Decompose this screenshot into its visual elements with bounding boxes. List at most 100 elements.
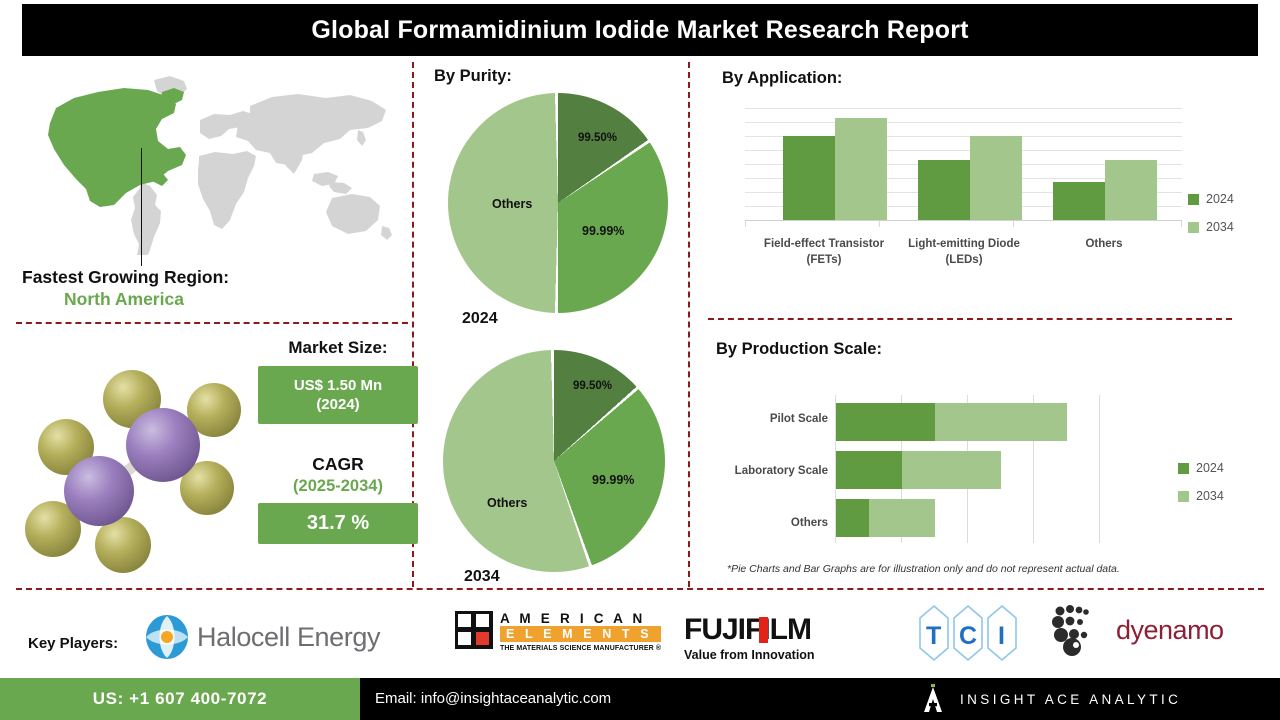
american-elements-line3: THE MATERIALS SCIENCE MANUFACTURER ® — [500, 645, 662, 652]
legend-label-2024: 2024 — [1206, 192, 1234, 206]
fastest-growing-region-value: North America — [64, 289, 184, 309]
cagr-value-box: 31.7 % — [258, 503, 418, 544]
logo-halocell-energy: Halocell Energy — [143, 613, 380, 661]
legend-item-2034: 2034 — [1178, 489, 1224, 503]
bar-category-others: Others — [1085, 238, 1123, 250]
pie-2034-slice-label-9999: 99.99% — [592, 473, 635, 487]
pie-2024-year: 2024 — [462, 310, 498, 327]
chart-disclaimer-note: *Pie Charts and Bar Graphs are for illus… — [727, 563, 1120, 575]
production-legend: 2024 2034 — [1178, 461, 1224, 517]
pie-2024-slice-label-9950: 99.50% — [578, 132, 618, 144]
american-elements-line1: A M E R I C A N — [500, 611, 646, 626]
divider-vertical-right — [688, 62, 690, 587]
hbar-others-2034 — [869, 499, 935, 537]
page-title: Global Formamidinium Iodide Market Resea… — [311, 15, 969, 44]
map-leader-line — [141, 148, 142, 266]
american-elements-grid-icon — [455, 611, 493, 649]
market-size-value-line1: US$ 1.50 Mn — [293, 377, 383, 394]
bar-group-leds — [918, 108, 1022, 220]
pie-2034-year: 2034 — [464, 568, 500, 585]
bar-leds-2024 — [918, 160, 970, 220]
fastest-growing-region: Fastest Growing Region: North America — [22, 266, 402, 310]
halocell-mark-icon — [146, 615, 188, 659]
hbar-pilot-2034 — [935, 403, 1067, 441]
atom-olive — [25, 501, 81, 557]
footer-email: Email: info@insightaceanalytic.com — [375, 690, 612, 707]
market-size-value-box: US$ 1.50 Mn (2024) — [258, 366, 418, 424]
atom-purple — [126, 408, 200, 482]
fujifilm-tagline: Value from Innovation — [684, 648, 815, 662]
dyenamo-dots-icon — [1052, 605, 1089, 656]
market-size-title: Market Size: — [288, 338, 388, 357]
legend-label-2034: 2034 — [1196, 489, 1224, 503]
cagr-years: (2025-2034) — [293, 477, 383, 495]
legend-label-2024: 2024 — [1196, 461, 1224, 475]
atom-olive — [95, 517, 151, 573]
dyenamo-wordmark: dyenamo — [1116, 614, 1224, 645]
pie-chart-2034 — [443, 350, 665, 572]
insight-ace-a-icon — [924, 684, 942, 712]
key-players-label: Key Players: — [28, 635, 119, 652]
legend-item-2024: 2024 — [1178, 461, 1224, 475]
footer-black-block — [360, 678, 1280, 720]
pie-2034-slice-label-9950: 99.50% — [573, 380, 613, 392]
production-bar-chart — [835, 395, 1100, 543]
hbar-laboratory-2024 — [836, 451, 902, 489]
bar-fets-2034 — [835, 118, 887, 220]
footer-brand: INSIGHT ACE ANALYTIC — [960, 692, 1182, 707]
market-size-block: Market Size: US$ 1.50 Mn (2024) CAGR (20… — [258, 338, 418, 544]
hbar-others-2024 — [836, 499, 869, 537]
fujifilm-wordmark: FUJIFILM — [684, 613, 812, 646]
divider-vertical-left — [412, 62, 414, 587]
report-header: Global Formamidinium Iodide Market Resea… — [22, 4, 1258, 56]
logo-halocell-text: Halocell Energy — [197, 621, 381, 652]
hbar-category-others: Others — [790, 517, 828, 529]
fujifilm-red-accent-icon — [759, 617, 768, 643]
atom-olive — [38, 419, 94, 475]
application-section-title: By Application: — [722, 69, 843, 87]
logo-tci: T C I — [916, 604, 1020, 662]
tci-letter-t: T — [926, 622, 942, 650]
legend-swatch-2024 — [1188, 193, 1199, 205]
molecule-svg — [25, 370, 241, 573]
legend-item-2034: 2034 — [1188, 220, 1234, 234]
hbar-category-laboratory: Laboratory Scale — [734, 465, 828, 477]
logo-dyenamo: dyenamo — [1048, 604, 1224, 656]
bar-group-fets — [783, 108, 887, 220]
divider-horizontal-bottom — [16, 588, 1264, 590]
bar-fets-2024 — [783, 136, 835, 220]
divider-horizontal-right — [708, 318, 1232, 320]
hbar-row-pilot — [836, 403, 1067, 441]
application-bar-chart — [745, 108, 1182, 227]
american-elements-line2: E L E M E N T S — [500, 626, 662, 642]
cagr-title: CAGR — [312, 454, 364, 474]
bar-category-leds: Light-emitting Diode (LEDs) — [908, 238, 1020, 266]
tci-hexagons-icon — [919, 604, 1017, 662]
atom-olive — [187, 383, 241, 437]
tci-letter-i: I — [998, 622, 1005, 650]
map-north-america-highlight — [48, 88, 186, 207]
footer-phone: US: +1 607 400-7072 — [92, 689, 268, 708]
hbar-row-others — [836, 499, 935, 537]
bar-others-2034 — [1105, 160, 1157, 220]
legend-label-2034: 2034 — [1206, 220, 1234, 234]
footer-phone-block: US: +1 607 400-7072 — [0, 678, 360, 720]
footer-logo-mark-icon — [918, 684, 948, 719]
atom-purple — [64, 456, 134, 526]
application-legend: 2024 2034 — [1188, 192, 1234, 248]
bar-leds-2034 — [970, 136, 1022, 220]
map-other-regions — [121, 76, 392, 260]
legend-swatch-2024 — [1178, 462, 1189, 474]
divider-horizontal-left — [16, 322, 408, 324]
tci-letter-c: C — [959, 622, 978, 650]
market-size-value-line2: (2024) — [316, 396, 360, 413]
hbar-row-laboratory — [836, 451, 1001, 489]
world-map-svg — [48, 76, 392, 260]
pie-2034-slice-label-others: Others — [487, 496, 528, 510]
legend-swatch-2034 — [1188, 221, 1199, 233]
pie-chart-2024 — [448, 93, 668, 313]
molecule-illustration — [22, 352, 252, 577]
bar-group-others — [1053, 108, 1157, 220]
pie-2024-slice-label-9999: 99.99% — [582, 224, 625, 238]
